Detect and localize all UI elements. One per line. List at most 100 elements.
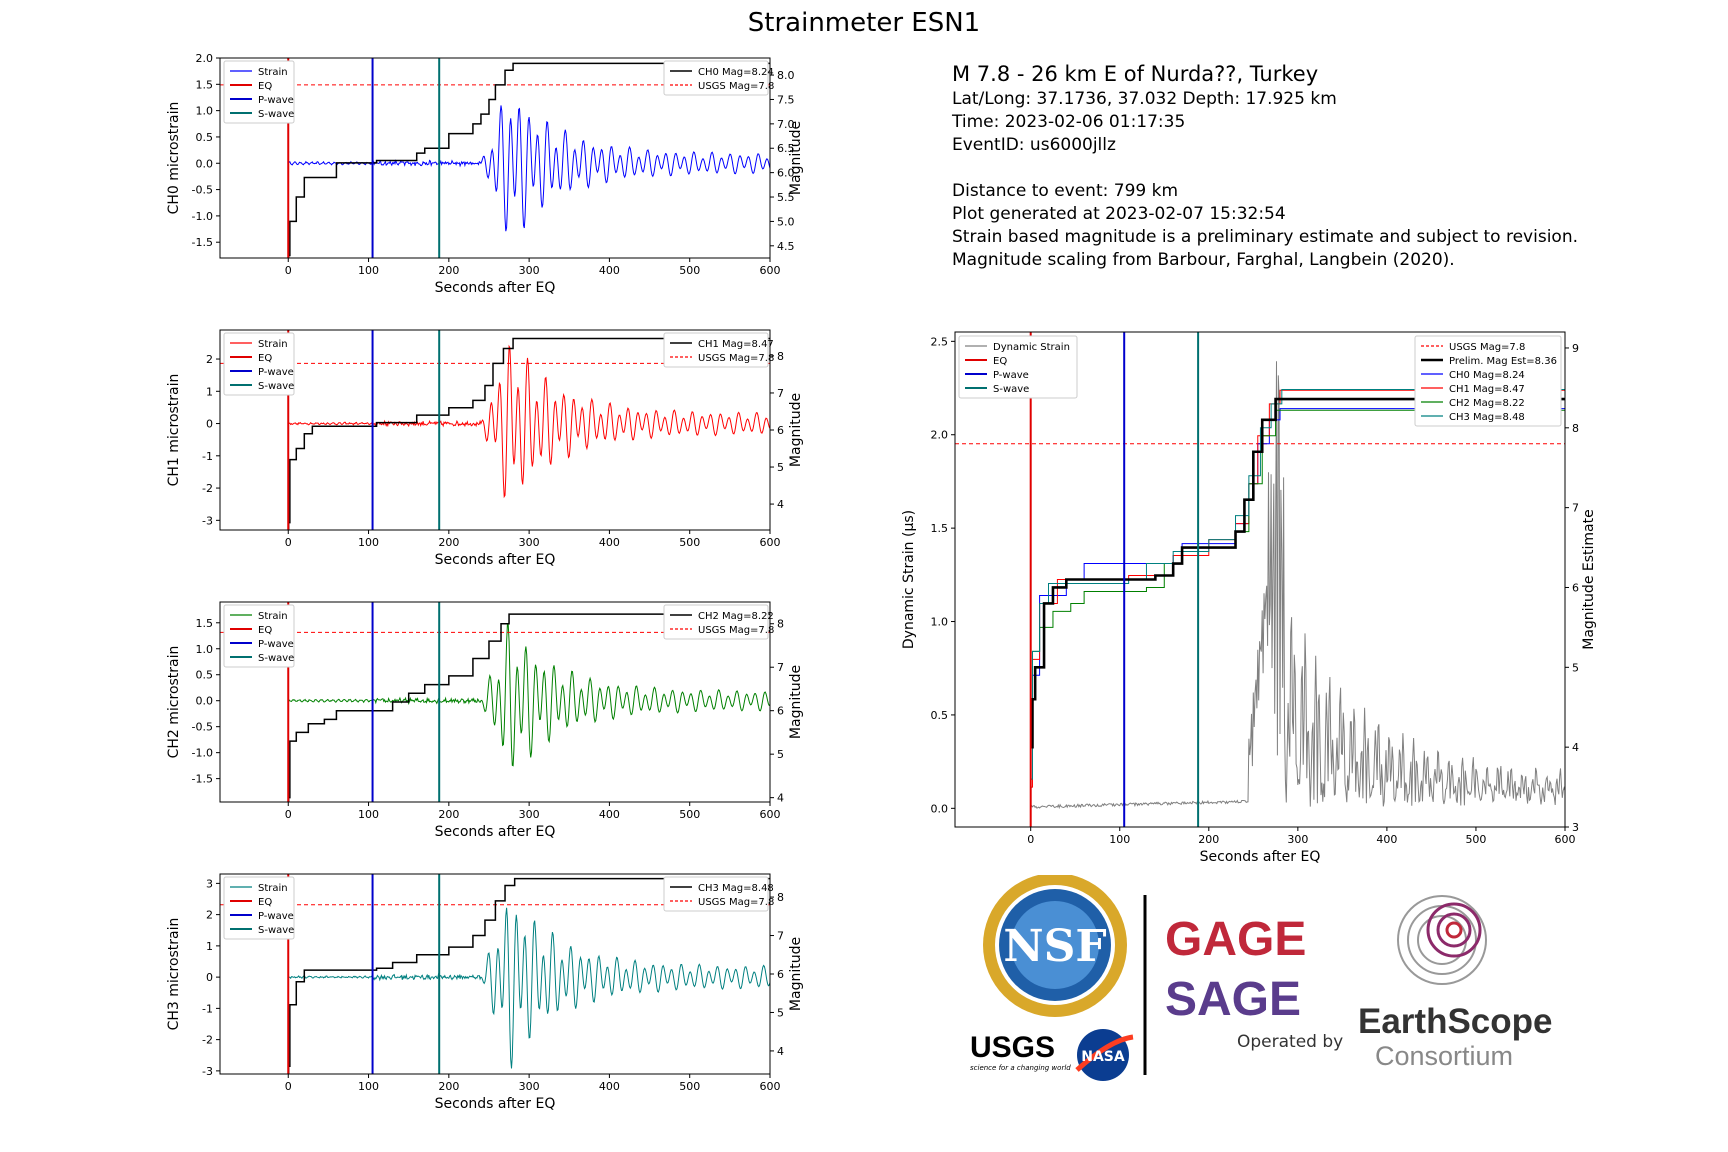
x-tick-label: 300 — [519, 536, 540, 549]
y-tick-label: 0.5 — [196, 669, 214, 682]
y-right-tick-label: 6.5 — [777, 142, 795, 155]
y-right-tick-label: 6 — [777, 968, 784, 981]
x-tick-label: 100 — [358, 808, 379, 821]
x-tick-label: 200 — [1198, 833, 1219, 846]
magnitude-trace — [287, 613, 770, 802]
y-tick-label: 2.0 — [196, 52, 214, 65]
plot-frame — [954, 331, 1566, 828]
legend-label: CH3 Mag=8.48 — [1449, 412, 1525, 423]
y-right-tick-label: 5 — [777, 748, 784, 761]
dynamic-strain-trace — [1030, 361, 1566, 810]
legend-label: P-wave — [258, 639, 294, 650]
y-right-tick-label: 6 — [1572, 581, 1579, 594]
y-right-axis-label: Magnitude — [788, 393, 804, 467]
x-tick-label: 100 — [358, 536, 379, 549]
legend-frame — [223, 332, 295, 396]
magnitude-trace — [287, 62, 770, 258]
x-tick-label: 600 — [760, 1080, 781, 1093]
legend-label: EQ — [258, 81, 272, 92]
y-tick-label: -1.5 — [192, 773, 213, 786]
y-tick-label: -1 — [202, 1002, 213, 1015]
y-right-tick-label: 7 — [777, 930, 784, 943]
y-axis-label: CH2 microstrain — [166, 646, 182, 759]
y-right-tick-label: 6 — [777, 424, 784, 437]
legend-left: Strain EQ P-wave S-wave — [223, 332, 295, 396]
figure-title: Strainmeter ESN1 — [747, 8, 981, 38]
x-tick-label: 0 — [285, 536, 292, 549]
y-tick-label: 0.0 — [196, 157, 214, 170]
legend-label: Strain — [258, 611, 288, 622]
y-right-tick-label: 9 — [1572, 342, 1579, 355]
y-tick-label: 0.0 — [931, 802, 949, 815]
legend-label: P-wave — [258, 95, 294, 106]
magnitude-trace — [287, 337, 770, 530]
legend-label: USGS Mag=7.8 — [698, 81, 774, 92]
y-tick-label: 2.0 — [931, 429, 949, 442]
y-right-tick-label: 8 — [1572, 422, 1579, 435]
legend-label: Strain — [258, 339, 288, 350]
event-distance: Distance to event: 799 km — [952, 181, 1179, 201]
legend-label: CH2 Mag=8.22 — [1449, 398, 1525, 409]
y-right-tick-label: 7.0 — [777, 118, 795, 131]
x-tick-label: 500 — [679, 536, 700, 549]
y-right-tick-label: 8 — [777, 350, 784, 363]
y-tick-label: 2 — [206, 353, 213, 366]
legend-label: CH2 Mag=8.22 — [698, 611, 774, 622]
legend-label: EQ — [993, 356, 1007, 367]
y-right-tick-label: 8 — [777, 618, 784, 631]
scaling-note: Magnitude scaling from Barbour, Farghal,… — [952, 250, 1455, 270]
legend-label: CH0 Mag=8.24 — [698, 67, 774, 78]
x-tick-label: 400 — [599, 1080, 620, 1093]
y-tick-label: -2 — [202, 1034, 213, 1047]
y-right-tick-label: 4 — [777, 498, 784, 511]
y-tick-label: 0.5 — [931, 709, 949, 722]
consortium-text: Consortium — [1375, 1041, 1513, 1071]
y-right-tick-label: 8.0 — [777, 69, 795, 82]
y-tick-label: 0.5 — [196, 131, 214, 144]
y-right-tick-label: 7 — [1572, 502, 1579, 515]
x-tick-label: 300 — [519, 808, 540, 821]
y-tick-label: 1.5 — [931, 522, 949, 535]
y-tick-label: 2.5 — [931, 335, 949, 348]
y-tick-label: 1.5 — [196, 617, 214, 630]
y-right-tick-label: 5 — [1572, 661, 1579, 674]
x-tick-label: 600 — [760, 536, 781, 549]
y-right-axis-label: Magnitude Estimate — [1581, 509, 1597, 649]
y-tick-label: 0 — [206, 418, 213, 431]
earthscope-text: EarthScope — [1358, 1002, 1553, 1041]
x-tick-label: 0 — [1027, 833, 1034, 846]
legend-label: S-wave — [258, 925, 294, 936]
y-right-tick-label: 5.5 — [777, 191, 795, 204]
x-tick-label: 300 — [519, 264, 540, 277]
plot-frame — [219, 329, 771, 531]
sponsor-logos: NSF USGS science for a changing world NA… — [970, 875, 1553, 1081]
chart-ch1: 0 100 200 300 400 500 600 -3 -2 -1 0 1 2 4 5 6 7 8 Seconds… — [166, 329, 804, 568]
y-tick-label: -1.0 — [192, 210, 213, 223]
plot-generated: Plot generated at 2023-02-07 15:32:54 — [952, 204, 1286, 224]
legend-label: CH1 Mag=8.47 — [1449, 384, 1525, 395]
y-axis-label: CH3 microstrain — [166, 918, 182, 1031]
y-tick-label: -1.5 — [192, 236, 213, 249]
legend-label: Prelim. Mag Est=8.36 — [1449, 356, 1557, 367]
legend-right: CH2 Mag=8.22 USGS Mag=7.8 — [663, 604, 774, 640]
x-tick-label: 200 — [438, 536, 459, 549]
legend-label: EQ — [258, 897, 272, 908]
x-tick-label: 500 — [679, 808, 700, 821]
y-right-tick-label: 6 — [777, 705, 784, 718]
y-right-tick-label: 5.0 — [777, 215, 795, 228]
x-tick-label: 100 — [358, 1080, 379, 1093]
y-tick-label: 1.0 — [931, 616, 949, 629]
legend-left: Strain EQ P-wave S-wave — [223, 876, 295, 940]
y-axis-label: Dynamic Strain (µs) — [901, 510, 917, 649]
y-tick-label: -3 — [202, 514, 213, 527]
x-axis-label: Seconds after EQ — [435, 280, 556, 296]
strain-trace — [287, 105, 771, 232]
chart-dynamic-strain: 0 100 200 300 400 500 600 0.0 0.5 1.0 1.5 2.0 2.5 3 4 5… — [901, 331, 1597, 865]
event-latlong: Lat/Long: 37.1736, 37.032 Depth: 17.925 … — [952, 89, 1337, 109]
legend-right: CH0 Mag=8.24 USGS Mag=7.8 — [663, 60, 774, 96]
x-tick-label: 200 — [438, 808, 459, 821]
earthscope-logo — [1397, 895, 1487, 985]
y-right-axis-label: Magnitude — [788, 665, 804, 739]
y-tick-label: 1 — [206, 940, 213, 953]
x-tick-label: 400 — [599, 808, 620, 821]
